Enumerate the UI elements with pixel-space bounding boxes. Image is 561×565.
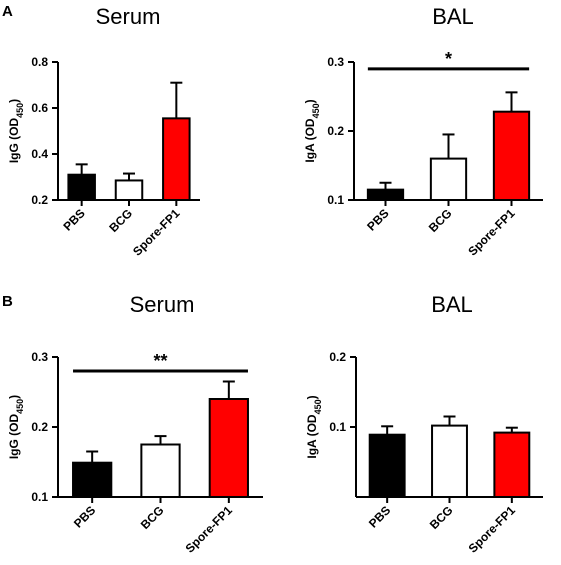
y-tick-label: 0.3 (327, 55, 344, 69)
chart-serum-igg-a: Serum IgG (OD450) 0.2 0.4 0.6 0.8 PBS BCGSpore-… (7, 4, 200, 259)
x-tick-label-bcg: BCG (106, 206, 135, 235)
bar-bcg (114, 179, 144, 201)
chart-bal-iga-a: BAL IgA (OD450) 0.1 0.2 0.3 PBS BCG Spore-FP1 * (303, 4, 543, 259)
bar-spore-fp1 (493, 431, 531, 499)
x-tick-label-bcg: BCG (427, 503, 456, 532)
x-tick-label-pbs: PBS (71, 503, 98, 530)
y-tick-label: 0.2 (327, 124, 344, 138)
significance-marker: * (445, 49, 452, 69)
y-tick-label: 0.1 (327, 193, 344, 207)
x-tick-label-pbs: PBS (364, 206, 391, 233)
panel-label-a: A (2, 3, 13, 20)
bar-spore-fp1 (162, 117, 191, 201)
bar-spore-fp1 (208, 398, 249, 498)
y-tick-label: 0.2 (329, 350, 346, 364)
x-tick-label-spore-fp1: Spore-FP1 (465, 206, 518, 259)
bar-bcg (140, 443, 181, 498)
bar-pbs (366, 188, 405, 201)
bar-pbs (72, 461, 113, 499)
y-axis-label: IgG (OD450) (7, 99, 25, 163)
chart-serum-igg-b: Serum IgG (OD450) 0.1 0.2 0.3 PBS BCG Spore-FP1… (7, 292, 263, 556)
y-axis-label: IgA (OD450) (305, 395, 323, 458)
x-tick-label-bcg: BCG (426, 206, 455, 235)
chart-bal-iga-b: BAL IgA (OD450) 0.1 0.2 PBS BCG Spore-FP1 (305, 292, 543, 556)
bar-bcg (431, 424, 468, 499)
panel-label-b: B (2, 293, 13, 310)
x-tick-label-pbs: PBS (366, 503, 393, 530)
y-axis-label: IgG (OD450) (7, 395, 25, 459)
y-tick-label: 0.3 (31, 350, 48, 364)
x-tick-label-spore-fp1: Spore-FP1 (130, 206, 183, 259)
y-tick-label: 0.1 (329, 420, 346, 434)
chart-title: Serum (96, 4, 161, 29)
x-tick-label-spore-fp1: Spore-FP1 (183, 503, 236, 556)
y-axis-label: IgA (OD450) (303, 99, 321, 162)
y-tick-label: 0.8 (31, 55, 48, 69)
x-tick-label-pbs: PBS (60, 206, 87, 233)
chart-title: BAL (431, 292, 473, 317)
y-tick-label: 0.2 (31, 420, 48, 434)
y-tick-label: 0.2 (31, 193, 48, 207)
bar-pbs (368, 433, 406, 499)
x-tick-label-spore-fp1: Spore-FP1 (466, 503, 519, 556)
bar-bcg (429, 157, 468, 202)
bar-spore-fp1 (492, 110, 531, 201)
y-tick-label: 0.6 (31, 101, 48, 115)
significance-marker: ** (153, 351, 167, 371)
chart-title: Serum (130, 292, 195, 317)
y-tick-label: 0.4 (31, 147, 48, 161)
bar-pbs (67, 173, 96, 201)
chart-title: BAL (432, 4, 474, 29)
x-tick-label-bcg: BCG (138, 503, 167, 532)
y-tick-label: 0.1 (31, 490, 48, 504)
